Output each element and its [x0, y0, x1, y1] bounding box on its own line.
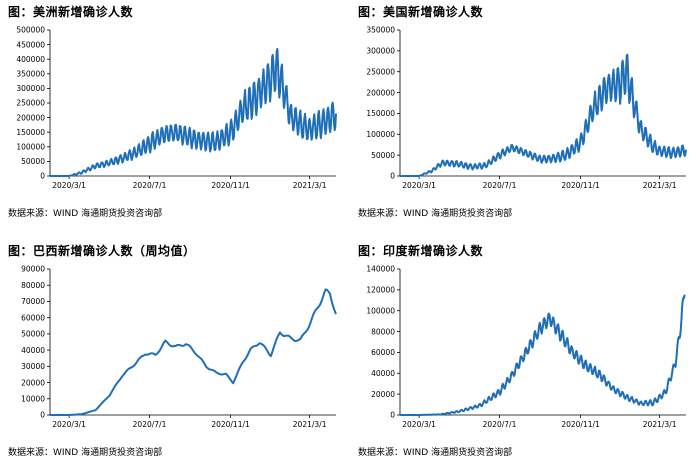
data-source: 数据来源：WIND 海通期货投资咨询部 — [8, 448, 163, 458]
chart-panel-india: 图：印度新增确诊人数 0 20000 40000 60000 80000 100000 12… — [352, 239, 692, 470]
y-tick-label: 70000 — [21, 297, 45, 306]
x-tick-label: 2020/11/1 — [561, 181, 600, 190]
y-tick-label: 150000 — [366, 109, 395, 118]
y-tick-label: 100000 — [16, 143, 45, 152]
y-tick-label: 50000 — [21, 330, 45, 339]
y-tick-label: 150000 — [16, 128, 45, 137]
data-source: 数据来源：WIND 海通期货投资咨询部 — [358, 448, 513, 458]
chart-brazil: 0 10000 20000 30000 40000 50000 60000 70000 8000… — [21, 265, 337, 429]
x-tick-label: 2020/3/1 — [52, 420, 86, 429]
y-tick-label: 0 — [390, 172, 395, 181]
chart-usa: 0 50000 100000 150000 200000 250000 300000 3500… — [366, 26, 687, 190]
x-tick-label: 2020/7/1 — [133, 181, 167, 190]
y-tick-label: 400000 — [16, 55, 45, 64]
x-tick-label: 2020/3/1 — [402, 420, 436, 429]
y-tick-label: 10000 — [21, 394, 45, 403]
chart-india: 0 20000 40000 60000 80000 100000 120000 140000 2… — [366, 265, 686, 429]
data-source: 数据来源：WIND 海通期货投资咨询部 — [8, 209, 163, 219]
y-tick-label: 60000 — [21, 313, 45, 322]
y-tick-label: 100000 — [366, 306, 395, 315]
y-tick-label: 350000 — [16, 70, 45, 79]
chart-title: 图：印度新增确诊人数 — [358, 244, 484, 258]
y-tick-label: 300000 — [366, 47, 395, 56]
x-tick-label: 2020/7/1 — [483, 420, 517, 429]
x-tick-label: 2021/3/1 — [293, 181, 327, 190]
y-tick-label: 200000 — [16, 113, 45, 122]
chart-panel-brazil: 图：巴西新增确诊人数（周均值） 0 10000 20000 30000 40000 500… — [2, 239, 342, 470]
y-tick-label: 350000 — [366, 26, 395, 35]
chart-title: 图：美洲新增确诊人数 — [8, 5, 134, 19]
y-tick-label: 40000 — [371, 369, 395, 378]
y-tick-label: 0 — [40, 411, 45, 420]
data-source: 数据来源：WIND 海通期货投资咨询部 — [358, 209, 513, 219]
series-line — [49, 288, 337, 416]
y-tick-label: 20000 — [21, 378, 45, 387]
x-tick-label: 2020/3/1 — [52, 181, 86, 190]
chart-americas: 0 50000 100000 150000 200000 250000 300000 3500… — [16, 26, 337, 190]
y-tick-label: 0 — [390, 411, 395, 420]
x-tick-label: 2021/3/1 — [293, 420, 327, 429]
series-line — [399, 294, 686, 416]
chart-panel-americas: 图：美洲新增确诊人数 0 50000 100000 150000 200000 25000… — [2, 0, 342, 231]
y-tick-label: 200000 — [366, 88, 395, 97]
y-tick-label: 20000 — [371, 390, 395, 399]
chart-title: 图：巴西新增确诊人数（周均值） — [8, 244, 196, 258]
y-tick-label: 90000 — [21, 265, 45, 274]
chart-panel-usa: 图：美国新增确诊人数 0 50000 100000 150000 200000 25000… — [352, 0, 692, 231]
y-tick-label: 40000 — [21, 346, 45, 355]
y-tick-label: 50000 — [21, 157, 45, 166]
y-tick-label: 60000 — [371, 348, 395, 357]
y-tick-label: 450000 — [16, 40, 45, 49]
x-tick-label: 2021/3/1 — [643, 420, 677, 429]
series-line — [49, 47, 337, 177]
series-line — [399, 53, 687, 177]
y-tick-label: 250000 — [16, 99, 45, 108]
y-tick-label: 120000 — [366, 286, 395, 295]
x-tick-label: 2020/11/1 — [211, 181, 250, 190]
y-tick-label: 50000 — [371, 151, 395, 160]
y-tick-label: 100000 — [366, 130, 395, 139]
y-tick-label: 500000 — [16, 26, 45, 35]
y-tick-label: 80000 — [21, 281, 45, 290]
x-tick-label: 2021/3/1 — [643, 181, 677, 190]
y-tick-label: 300000 — [16, 84, 45, 93]
y-tick-label: 30000 — [21, 362, 45, 371]
y-tick-label: 250000 — [366, 67, 395, 76]
chart-title: 图：美国新增确诊人数 — [358, 5, 484, 19]
x-tick-label: 2020/7/1 — [483, 181, 517, 190]
y-tick-label: 140000 — [366, 265, 395, 274]
x-tick-label: 2020/11/1 — [561, 420, 600, 429]
x-tick-label: 2020/3/1 — [402, 181, 436, 190]
y-tick-label: 80000 — [371, 327, 395, 336]
y-tick-label: 0 — [40, 172, 45, 181]
x-tick-label: 2020/7/1 — [133, 420, 167, 429]
x-tick-label: 2020/11/1 — [211, 420, 250, 429]
